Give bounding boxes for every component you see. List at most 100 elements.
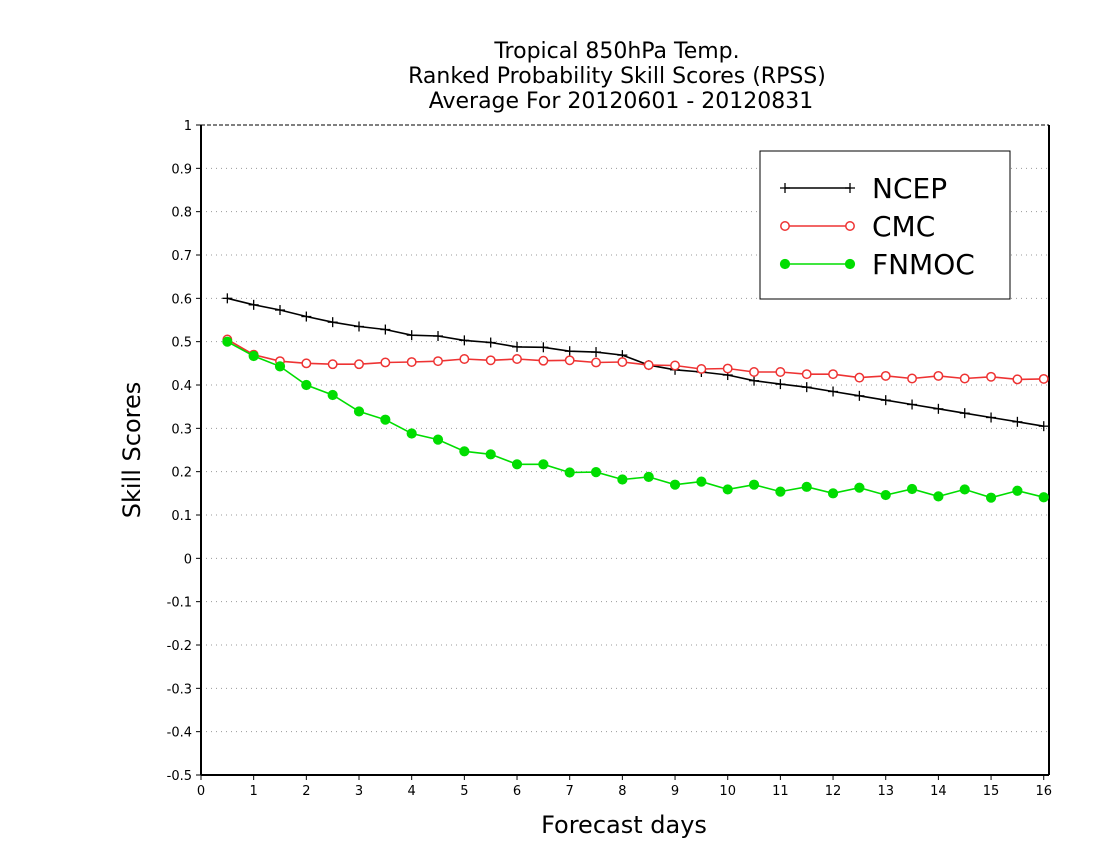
data-point-fnmoc: [1012, 485, 1023, 496]
x-tick-label: 1: [250, 784, 258, 799]
legend-label: FNMOC: [872, 248, 975, 281]
data-point-cmc: [301, 358, 312, 369]
data-point-fnmoc: [222, 336, 233, 347]
data-point-ncep: [406, 330, 417, 341]
data-point-fnmoc: [406, 428, 417, 439]
series-line-ncep: [227, 297, 1044, 427]
data-point-fnmoc: [722, 484, 733, 495]
data-point-cmc: [485, 355, 496, 366]
data-point-cmc: [459, 354, 470, 364]
data-point-fnmoc: [538, 459, 549, 470]
y-tick-label: 0.9: [171, 162, 192, 177]
data-point-cmc: [1012, 374, 1023, 385]
data-point-ncep: [880, 395, 891, 406]
series-ncep: [222, 293, 1049, 432]
data-point-fnmoc: [511, 459, 523, 470]
data-point-fnmoc: [669, 479, 681, 490]
legend: NCEP CMC FNMOC: [759, 150, 1011, 300]
x-tick-label: 8: [618, 784, 626, 799]
legend-marker: [844, 258, 856, 270]
data-point-cmc: [696, 364, 707, 374]
data-point-ncep: [512, 341, 523, 352]
axes: [196, 124, 1050, 780]
y-tick-label: -0.2: [167, 639, 192, 654]
y-tick-label: -0.3: [167, 682, 192, 697]
x-tick-label: 13: [877, 784, 894, 799]
data-point-ncep: [775, 379, 786, 390]
data-point-ncep: [749, 375, 760, 386]
x-tick-label: 11: [772, 784, 789, 799]
data-point-ncep: [354, 321, 365, 332]
data-point-cmc: [907, 373, 918, 384]
x-tick-label: 9: [671, 784, 679, 799]
data-point-cmc: [564, 355, 575, 366]
data-point-fnmoc: [1038, 492, 1049, 503]
data-point-cmc: [986, 371, 997, 382]
data-point-cmc: [512, 354, 522, 364]
data-point-ncep: [275, 305, 286, 316]
data-point-fnmoc: [274, 361, 286, 372]
data-point-fnmoc: [933, 491, 944, 502]
chart-title-line-3: Average For 20120601 - 20120831: [429, 89, 814, 114]
y-tick-label: 0.4: [171, 379, 192, 394]
data-point-fnmoc: [248, 350, 259, 362]
data-point-cmc: [617, 357, 628, 367]
data-point-fnmoc: [564, 467, 575, 478]
y-tick-label: 0.6: [171, 292, 192, 307]
data-point-cmc: [327, 359, 338, 370]
y-tick-label: 0.5: [171, 336, 192, 351]
data-point-cmc: [354, 359, 364, 370]
data-point-fnmoc: [959, 484, 970, 495]
data-point-cmc: [1038, 373, 1049, 384]
data-point-ncep: [1012, 416, 1023, 427]
data-point-fnmoc: [827, 488, 839, 499]
data-point-cmc: [775, 367, 786, 377]
data-point-ncep: [801, 382, 812, 393]
data-point-cmc: [959, 373, 970, 384]
legend-marker: [780, 183, 790, 193]
x-tick-label: 2: [302, 784, 310, 799]
data-point-ncep: [380, 324, 391, 335]
chart-title-line-1: Tropical 850hPa Temp.: [493, 39, 739, 64]
data-point-cmc: [406, 357, 417, 367]
legend-entry-fnmoc: FNMOC: [779, 248, 975, 281]
data-point-fnmoc: [801, 481, 812, 492]
series-line-fnmoc: [226, 340, 1044, 499]
y-tick-label: 0.2: [171, 466, 192, 481]
data-point-cmc: [643, 360, 654, 371]
data-point-ncep: [301, 311, 312, 322]
legend-marker: [779, 258, 791, 270]
data-point-fnmoc: [985, 492, 997, 503]
x-tick-label: 15: [983, 784, 1000, 799]
data-point-ncep: [854, 390, 865, 401]
x-tick-label: 10: [719, 784, 736, 799]
data-point-ncep: [485, 337, 496, 348]
data-point-fnmoc: [301, 379, 312, 391]
data-point-cmc: [670, 360, 680, 371]
data-point-cmc: [591, 357, 601, 368]
data-point-cmc: [828, 369, 838, 380]
y-tick-label: 0.7: [171, 249, 192, 264]
data-point-ncep: [591, 347, 602, 358]
data-point-ncep: [459, 335, 470, 346]
data-point-cmc: [538, 355, 549, 366]
data-point-cmc: [801, 369, 812, 380]
data-point-cmc: [933, 370, 944, 381]
x-tick-label: 5: [460, 784, 468, 799]
data-point-ncep: [222, 293, 233, 304]
y-tick-label: 0: [184, 552, 192, 567]
y-tick-label: 0.3: [171, 422, 192, 437]
legend-box: [759, 150, 1011, 300]
data-point-cmc: [433, 356, 443, 367]
data-point-fnmoc: [775, 486, 786, 497]
data-point-ncep: [248, 299, 259, 310]
data-point-fnmoc: [459, 446, 470, 457]
data-point-fnmoc: [327, 389, 338, 401]
data-point-fnmoc: [617, 474, 628, 485]
data-point-fnmoc: [353, 406, 365, 417]
y-tick-label: 1: [184, 119, 192, 134]
data-point-fnmoc: [880, 489, 891, 501]
x-tick-label: 16: [1035, 784, 1052, 799]
x-tick-label: 12: [825, 784, 842, 799]
data-point-ncep: [433, 331, 444, 342]
